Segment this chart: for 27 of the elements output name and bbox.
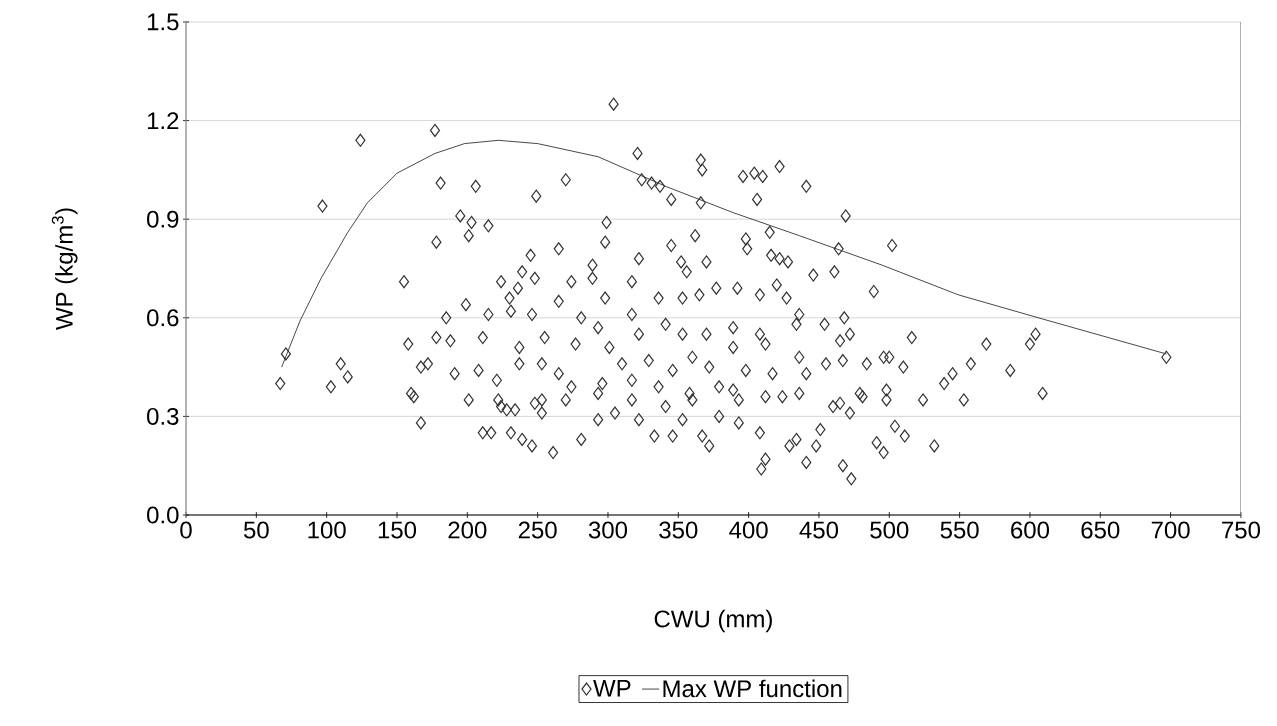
y-tick-label: 0.6 <box>147 309 179 327</box>
x-tick-label: 750 <box>1222 521 1260 539</box>
y-axis-title: WP (kg/m$^{3}$) <box>51 208 78 330</box>
y-tick-label: 1.5 <box>147 13 179 31</box>
x-tick-label: 150 <box>378 521 417 539</box>
y-tick-label: 1.2 <box>147 112 179 129</box>
x-tick-label: 250 <box>518 521 557 539</box>
y-tick-label: 0.3 <box>147 407 179 425</box>
x-tick-label: 650 <box>1081 521 1120 539</box>
x-tick-label: 500 <box>870 521 909 539</box>
x-tick-label: 600 <box>1011 521 1050 539</box>
x-tick-label: 50 <box>243 521 269 539</box>
x-tick-label: 100 <box>308 521 346 539</box>
y-tick-label: 0.9 <box>147 210 179 228</box>
x-tick-label: 200 <box>448 521 487 539</box>
legend-label: Max WP function <box>663 679 842 698</box>
legend-label: WP <box>593 680 631 697</box>
line-series <box>281 139 1167 368</box>
x-tick-label: 700 <box>1151 521 1190 539</box>
x-tick-label: 300 <box>588 521 628 539</box>
y-tick-label: 0.0 <box>147 506 179 524</box>
x-tick-label: 350 <box>659 521 698 539</box>
x-axis-title: CWU (mm) <box>654 609 772 633</box>
x-tick-label: 450 <box>799 521 839 539</box>
x-tick-label: 400 <box>729 521 768 539</box>
x-tick-label: 0 <box>180 521 192 539</box>
x-tick-label: 550 <box>940 521 979 539</box>
